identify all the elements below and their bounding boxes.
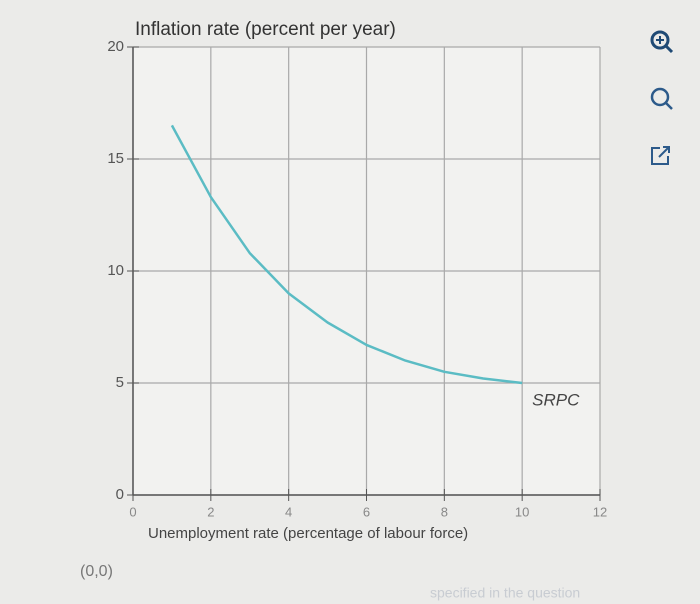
x-tick-label: 0 bbox=[129, 504, 136, 519]
x-tick-label: 6 bbox=[363, 504, 370, 519]
chart-title: Inflation rate (percent per year) bbox=[135, 19, 396, 40]
x-tick-label: 8 bbox=[441, 504, 448, 519]
y-tick-label: 0 bbox=[116, 486, 124, 503]
series-label: SRPC bbox=[532, 390, 580, 409]
zoom-out-button[interactable] bbox=[650, 87, 673, 110]
y-tick-label: 5 bbox=[116, 374, 124, 391]
y-tick-label: 10 bbox=[107, 262, 124, 279]
x-axis-label: Unemployment rate (percentage of labour … bbox=[148, 525, 468, 542]
x-tick-label: 2 bbox=[207, 504, 214, 519]
zoom-out-icon[interactable] bbox=[650, 87, 670, 107]
zoom-in-icon[interactable] bbox=[650, 30, 670, 50]
open-external-button[interactable] bbox=[651, 146, 670, 165]
y-tick-label: 15 bbox=[107, 150, 124, 167]
x-tick-label: 12 bbox=[593, 504, 607, 519]
zoom-in-handle[interactable] bbox=[664, 44, 674, 54]
external-arrow[interactable] bbox=[658, 146, 670, 158]
zoom-in-button[interactable] bbox=[650, 30, 674, 54]
y-tick-label: 20 bbox=[107, 38, 124, 55]
x-tick-label: 10 bbox=[515, 504, 529, 519]
zoom-out-handle[interactable] bbox=[665, 102, 673, 110]
footnote: specified in the question bbox=[430, 585, 580, 601]
origin-label: (0,0) bbox=[80, 563, 113, 580]
x-tick-label: 4 bbox=[285, 504, 292, 519]
external-icon[interactable] bbox=[651, 147, 669, 165]
data-line bbox=[170, 124, 523, 385]
plot: 0 5 10 15 20 0 2 4 6 8 10 12 SRPC bbox=[107, 38, 607, 519]
